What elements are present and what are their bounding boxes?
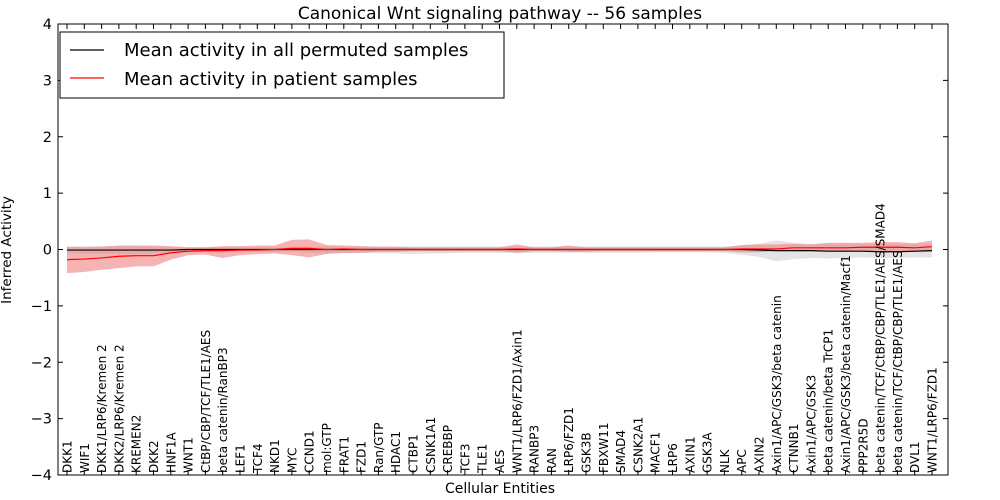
x-tick-label: mol:GTP: [320, 423, 334, 473]
x-tick-label: NLK: [718, 448, 732, 473]
x-tick-label: Ran/GTP: [372, 422, 386, 473]
x-tick-label: WNT1: [182, 437, 196, 473]
x-tick-label: MACF1: [649, 432, 663, 473]
x-tick-label: DKK2: [147, 440, 161, 473]
x-tick-label: Axin1/APC/GSK3/beta catenin: [770, 295, 784, 473]
x-tick-label: DKK2/LRP6/Kremen 2: [112, 344, 126, 473]
y-tick-label: −3: [31, 412, 52, 428]
x-tick-label: FRAT1: [337, 436, 351, 473]
y-tick-label: −2: [31, 355, 52, 371]
x-tick-label: LRP6: [666, 443, 680, 473]
legend-label-permuted: Mean activity in all permuted samples: [124, 40, 468, 61]
x-tick-label: CtBP/CBP/TCF/TLE1/AES: [199, 330, 213, 473]
y-tick-label: 0: [43, 243, 52, 259]
x-tick-label: AXIN1: [683, 436, 697, 473]
x-tick-label: DVL1: [908, 441, 922, 473]
x-tick-label: TCF3: [458, 443, 472, 474]
y-tick-label: 1: [43, 186, 52, 202]
x-tick-label: GSK3A: [701, 432, 715, 473]
x-tick-label: beta catenin/TCF/CtBP/CBP/TLE1/AES/SMAD4: [874, 203, 888, 473]
y-tick-label: −1: [31, 299, 52, 315]
legend: Mean activity in all permuted samples Me…: [59, 31, 505, 99]
x-tick-label: SMAD4: [614, 430, 628, 473]
x-tick-label: FBXW11: [597, 423, 611, 474]
x-tick-label: WNT1/LRP6/FZD1/Axin1: [510, 329, 524, 473]
x-tick-label: GSK3B: [580, 432, 594, 473]
y-tick-label: 2: [43, 130, 52, 146]
x-tick-label: HNF1A: [164, 431, 178, 473]
x-tick-label: CSNK1A1: [424, 417, 438, 473]
x-tick-label: DKK1/LRP6/Kremen 2: [95, 344, 109, 473]
x-tick-label: CREBBP: [441, 425, 455, 473]
x-tick-label: beta catenin/beta TrCP1: [822, 329, 836, 473]
y-axis-label: Inferred Activity: [0, 196, 15, 304]
x-tick-label: AXIN2: [753, 436, 767, 473]
x-tick-label: HDAC1: [389, 431, 403, 473]
x-tick-label: MYC: [285, 448, 299, 473]
x-tick-label: CTBP1: [407, 434, 421, 473]
x-tick-label: KREMEN2: [130, 415, 144, 473]
plot-area: [66, 239, 933, 274]
x-axis-label: Cellular Entities: [445, 481, 555, 497]
x-tick-label: LEF1: [234, 444, 248, 473]
legend-label-patient: Mean activity in patient samples: [124, 69, 418, 90]
y-tick-label: 3: [43, 73, 52, 89]
y-tick-label: −4: [31, 468, 52, 484]
x-tick-label: TCF4: [251, 443, 265, 474]
x-tick-label: beta catenin/RanBP3: [216, 347, 230, 473]
x-tick-label: RAN: [545, 448, 559, 473]
x-tick-label: WIF1: [78, 443, 92, 473]
x-tick-label: CCND1: [303, 430, 317, 473]
patient-samples-line: [66, 246, 933, 261]
x-tick-label: TLE1: [476, 444, 490, 474]
legend-box: [59, 31, 505, 99]
x-tick-label: CTNNB1: [787, 423, 801, 473]
x-tick-label: beta catenin/TCF/CtBP/CBP/TLE1/AES: [891, 250, 905, 473]
x-tick-label: FZD1: [355, 441, 369, 473]
chart-title: Canonical Wnt signaling pathway -- 56 sa…: [298, 4, 702, 24]
x-tick-label: PPP2R5D: [856, 418, 870, 473]
x-tick-label: CSNK2A1: [631, 417, 645, 473]
patient-samples-band: [67, 239, 932, 274]
x-tick-label: DKK1: [61, 440, 75, 473]
x-tick-label: RANBP3: [528, 425, 542, 473]
x-tick-label: Axin1/APC/GSK3/beta catenin/Macf1: [839, 255, 853, 473]
x-tick-label: APC: [735, 449, 749, 473]
x-tick-label: AES: [493, 450, 507, 473]
x-tick-label: Axin1/APC/GSK3: [804, 375, 818, 473]
x-tick-label: LRP6/FZD1: [562, 407, 576, 473]
y-tick-label: 4: [43, 17, 52, 33]
x-tick-label: WNT1/LRP6/FZD1: [926, 367, 940, 473]
x-tick-label: NKD1: [268, 439, 282, 473]
